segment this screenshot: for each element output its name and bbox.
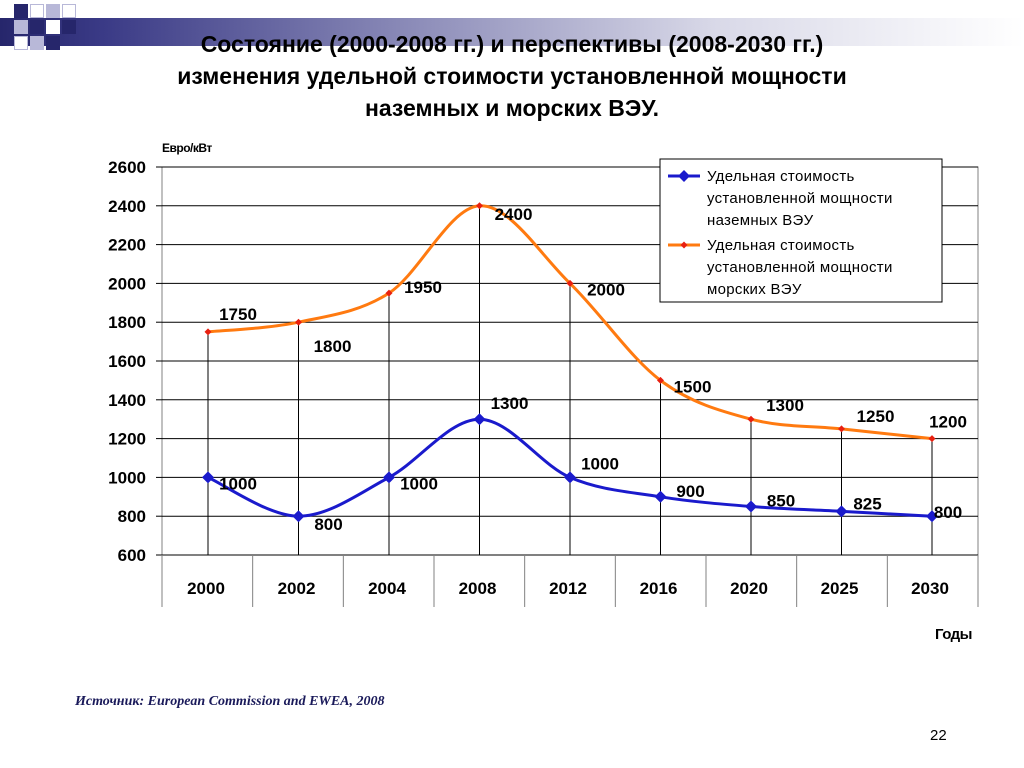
onshore-data-point: [835, 505, 848, 518]
offshore-data-point: [476, 202, 483, 210]
decor-square: [30, 20, 44, 34]
legend-entry-text: наземных ВЭУ: [707, 212, 814, 229]
offshore-data-label: 1300: [766, 396, 804, 415]
legend-entry-text: Удельная стоимость: [707, 168, 855, 185]
onshore-data-point: [292, 510, 305, 523]
y-tick-label: 2200: [108, 236, 146, 255]
decor-square: [46, 20, 60, 34]
page-number: 22: [930, 727, 947, 744]
source-prefix: Источник:: [75, 694, 145, 709]
onshore-data-label: 1000: [219, 474, 257, 493]
onshore-series-line: [207, 417, 933, 518]
y-tick-label: 600: [118, 546, 146, 565]
y-tick-label: 1000: [108, 468, 146, 487]
decor-square: [62, 20, 76, 34]
decor-square: [30, 4, 44, 18]
title-line-1: Состояние (2000-2008 гг.) и перспективы …: [200, 31, 824, 57]
decor-square: [62, 4, 76, 18]
header-decor-bar: [0, 18, 1024, 46]
offshore-data-point: [566, 279, 574, 287]
offshore-data-point: [204, 328, 212, 336]
legend-swatch-marker: [678, 170, 690, 182]
x-tick-label: 2008: [459, 579, 497, 598]
offshore-data-point: [838, 425, 845, 433]
x-axis-title: Годы: [935, 626, 972, 643]
x-tick-label: 2016: [640, 579, 678, 598]
y-tick-label: 800: [118, 507, 146, 526]
y-axis-title: Евро/кВт: [162, 141, 212, 155]
title-line-3: наземных и морских ВЭУ.: [364, 95, 660, 121]
offshore-data-label: 1800: [314, 337, 352, 356]
onshore-data-label: 825: [853, 494, 881, 513]
legend-box: [659, 158, 943, 303]
decor-square: [14, 20, 28, 34]
legend-entry-text: установленной мощности: [707, 259, 893, 276]
y-tick-label: 2600: [108, 158, 146, 177]
x-tick-label: 2025: [821, 579, 859, 598]
x-tick-label: 2020: [730, 579, 768, 598]
offshore-data-point: [385, 289, 393, 297]
offshore-data-label: 1500: [674, 377, 712, 396]
onshore-data-point: [654, 490, 667, 503]
onshore-data-label: 1300: [491, 394, 529, 413]
offshore-data-label: 1950: [404, 278, 442, 297]
offshore-data-point: [747, 415, 755, 423]
y-tick-label: 1400: [108, 391, 146, 410]
offshore-data-label: 1250: [857, 407, 895, 426]
offshore-data-label: 2000: [587, 280, 625, 299]
onshore-data-label: 800: [934, 503, 962, 522]
offshore-data-label: 2400: [495, 205, 533, 224]
legend-swatch-marker: [680, 241, 688, 249]
source-note: Источник: European Commission and EWEA, …: [75, 694, 385, 710]
y-tick-label: 1200: [108, 430, 146, 449]
x-tick-label: 2000: [187, 579, 225, 598]
offshore-data-point: [657, 376, 664, 384]
source-text: European Commission and EWEA, 2008: [147, 694, 385, 709]
legend-entry-text: установленной мощности: [707, 190, 893, 207]
x-tick-label: 2012: [549, 579, 587, 598]
y-tick-label: 1600: [108, 352, 146, 371]
onshore-data-point: [383, 471, 395, 484]
onshore-data-label: 1000: [400, 474, 438, 493]
legend-entry-text: Удельная стоимость: [707, 237, 855, 254]
onshore-data-point: [745, 500, 757, 513]
onshore-data-point: [202, 471, 214, 484]
x-tick-label: 2030: [911, 579, 949, 598]
decor-square: [46, 36, 60, 50]
decor-square: [30, 36, 44, 50]
y-tick-label: 2400: [108, 197, 146, 216]
decor-square: [14, 4, 28, 18]
offshore-data-label: 1200: [929, 413, 967, 432]
y-tick-label: 1800: [108, 313, 146, 332]
offshore-data-point: [928, 435, 936, 443]
onshore-data-label: 900: [676, 482, 704, 501]
x-tick-label: 2002: [278, 579, 316, 598]
onshore-data-label: 800: [314, 515, 342, 534]
onshore-data-point: [473, 413, 486, 426]
onshore-data-point: [564, 471, 576, 484]
decor-square: [14, 36, 28, 50]
y-tick-label: 2000: [108, 274, 146, 293]
offshore-data-point: [295, 318, 302, 326]
legend-entry-text: морских ВЭУ: [707, 281, 802, 298]
title-line-2: изменения удельной стоимости установленн…: [177, 63, 847, 89]
onshore-data-point: [926, 510, 938, 523]
onshore-data-label: 850: [767, 492, 795, 511]
offshore-data-label: 1750: [219, 305, 257, 324]
x-tick-label: 2004: [368, 579, 406, 598]
decor-square: [46, 4, 60, 18]
onshore-data-label: 1000: [581, 454, 619, 473]
page-title: Состояние (2000-2008 гг.) и перспективы …: [60, 28, 964, 124]
